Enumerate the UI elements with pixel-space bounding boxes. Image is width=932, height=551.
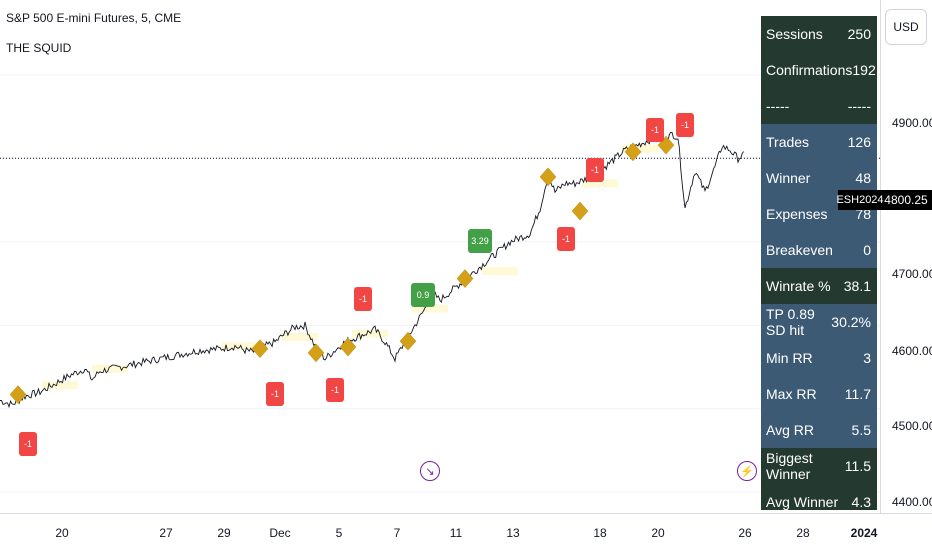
stats-value: 30.2% bbox=[831, 314, 871, 330]
y-tick-label: 4500.00 bbox=[892, 419, 932, 433]
trade-label: 0.9 bbox=[411, 283, 435, 308]
symbol-badge: ESH2024 bbox=[836, 190, 884, 210]
y-tick-label: 4700.00 bbox=[892, 267, 932, 281]
stats-row: Avg RR 5.5 bbox=[761, 412, 877, 448]
trade-label: 3.29 bbox=[468, 229, 492, 254]
zone-highlight bbox=[42, 381, 78, 390]
stats-value: 48 bbox=[855, 170, 871, 186]
y-tick-label: 4600.00 bbox=[892, 344, 932, 358]
zone-highlight bbox=[482, 267, 518, 276]
stats-value: 78 bbox=[855, 206, 871, 222]
zone-highlight bbox=[92, 364, 128, 373]
stats-label: Trades bbox=[766, 134, 810, 150]
stats-table: Sessions 250 Confirmations 192 ----- ----- … bbox=[761, 16, 877, 510]
x-tick-label: 11 bbox=[449, 526, 463, 540]
stats-value: 192 bbox=[852, 62, 876, 78]
trade-label: -1 bbox=[586, 158, 604, 183]
last-price-badge: 4800.25 bbox=[880, 190, 932, 210]
stats-row: Winrate % 38.1 bbox=[761, 268, 877, 304]
stats-row: Confirmations 192 bbox=[761, 52, 877, 88]
trade-label: -1 bbox=[266, 381, 284, 406]
signal-diamond bbox=[539, 167, 557, 187]
stats-value: 250 bbox=[847, 26, 871, 42]
trade-label: -1 bbox=[557, 227, 575, 252]
trade-label: -1 bbox=[354, 287, 372, 312]
x-tick-label: 29 bbox=[217, 526, 231, 540]
trade-label: -1 bbox=[19, 431, 37, 456]
arrow-event-icon[interactable]: ↘ bbox=[420, 461, 440, 482]
stats-label: Avg RR bbox=[766, 422, 814, 438]
price-axis[interactable] bbox=[880, 0, 932, 513]
indicator-name[interactable]: THE SQUID bbox=[6, 41, 72, 55]
x-tick-label: 27 bbox=[159, 526, 173, 540]
stats-value: ----- bbox=[847, 98, 871, 114]
stats-label: Winrate % bbox=[766, 278, 831, 294]
stats-value: 3 bbox=[863, 350, 871, 366]
signal-diamond bbox=[456, 269, 474, 288]
stats-value: 5.5 bbox=[851, 422, 871, 438]
stats-value: 38.1 bbox=[843, 278, 871, 294]
price-line bbox=[0, 131, 744, 409]
signal-diamond bbox=[624, 142, 642, 162]
x-tick-label: 18 bbox=[593, 526, 607, 540]
signal-diamond bbox=[339, 337, 357, 357]
x-tick-label: 5 bbox=[335, 526, 343, 540]
signal-diamond bbox=[307, 343, 325, 363]
stats-row: Biggest Winner 11.5 bbox=[761, 448, 877, 484]
zone-highlight bbox=[582, 179, 618, 188]
zone-highlight bbox=[412, 304, 448, 313]
stats-label: Max RR bbox=[766, 386, 817, 402]
stats-label: Winner bbox=[766, 170, 811, 186]
stats-value: 0 bbox=[863, 242, 871, 258]
stats-label: Confirmations bbox=[766, 62, 853, 78]
y-tick-label: 4400.00 bbox=[892, 495, 932, 509]
chart-title: S&P 500 E-mini Futures, 5, CME bbox=[6, 11, 182, 25]
stats-label: Biggest Winner bbox=[766, 450, 813, 482]
stats-row: Trades 126 bbox=[761, 124, 877, 160]
currency-button[interactable]: USD bbox=[885, 9, 927, 45]
stats-label: Breakeven bbox=[766, 242, 833, 258]
stats-value: 4.3 bbox=[851, 494, 871, 510]
y-tick-label: 4900.00 bbox=[892, 116, 932, 130]
x-tick-label: 26 bbox=[738, 526, 752, 540]
stats-row: ----- ----- bbox=[761, 88, 877, 124]
zone-highlight bbox=[282, 332, 318, 341]
stats-label: TP 0.89 SD hit bbox=[766, 306, 815, 338]
stats-label: Expenses bbox=[766, 206, 828, 222]
x-tick-label: 20 bbox=[55, 526, 69, 540]
stats-label: ----- bbox=[766, 98, 790, 114]
stats-row: Min RR 3 bbox=[761, 340, 877, 376]
stats-label: Sessions bbox=[766, 26, 823, 42]
x-tick-label: 2024 bbox=[850, 526, 878, 540]
price-chart[interactable] bbox=[0, 0, 880, 513]
trade-label: -1 bbox=[326, 378, 344, 403]
signal-diamond bbox=[251, 339, 269, 359]
trade-label: -1 bbox=[646, 118, 664, 143]
stats-value: 11.5 bbox=[844, 458, 871, 474]
stats-row: Sessions 250 bbox=[761, 16, 877, 52]
stats-row: Breakeven 0 bbox=[761, 232, 877, 268]
time-axis[interactable] bbox=[0, 513, 932, 551]
signal-diamond bbox=[399, 331, 417, 351]
x-tick-label: Dec bbox=[269, 526, 291, 540]
stats-label: Avg Winner bbox=[766, 494, 839, 510]
x-tick-label: 13 bbox=[506, 526, 520, 540]
stats-label: Min RR bbox=[766, 350, 813, 366]
stats-row: TP 0.89 SD hit 30.2% bbox=[761, 304, 877, 340]
stats-row: Avg Winner 4.3 bbox=[761, 484, 877, 510]
bolt-event-icon[interactable]: ⚡ bbox=[737, 461, 757, 482]
stats-value: 11.7 bbox=[844, 386, 871, 402]
stats-value: 126 bbox=[847, 134, 871, 150]
stats-row: Max RR 11.7 bbox=[761, 376, 877, 412]
x-tick-label: 7 bbox=[393, 526, 401, 540]
zone-highlight bbox=[352, 329, 388, 338]
zone-highlight bbox=[622, 144, 658, 153]
trade-label: -1 bbox=[676, 113, 694, 138]
signal-diamond bbox=[9, 385, 27, 404]
x-tick-label: 20 bbox=[651, 526, 665, 540]
x-tick-label: 28 bbox=[796, 526, 810, 540]
signal-diamond bbox=[571, 201, 589, 221]
